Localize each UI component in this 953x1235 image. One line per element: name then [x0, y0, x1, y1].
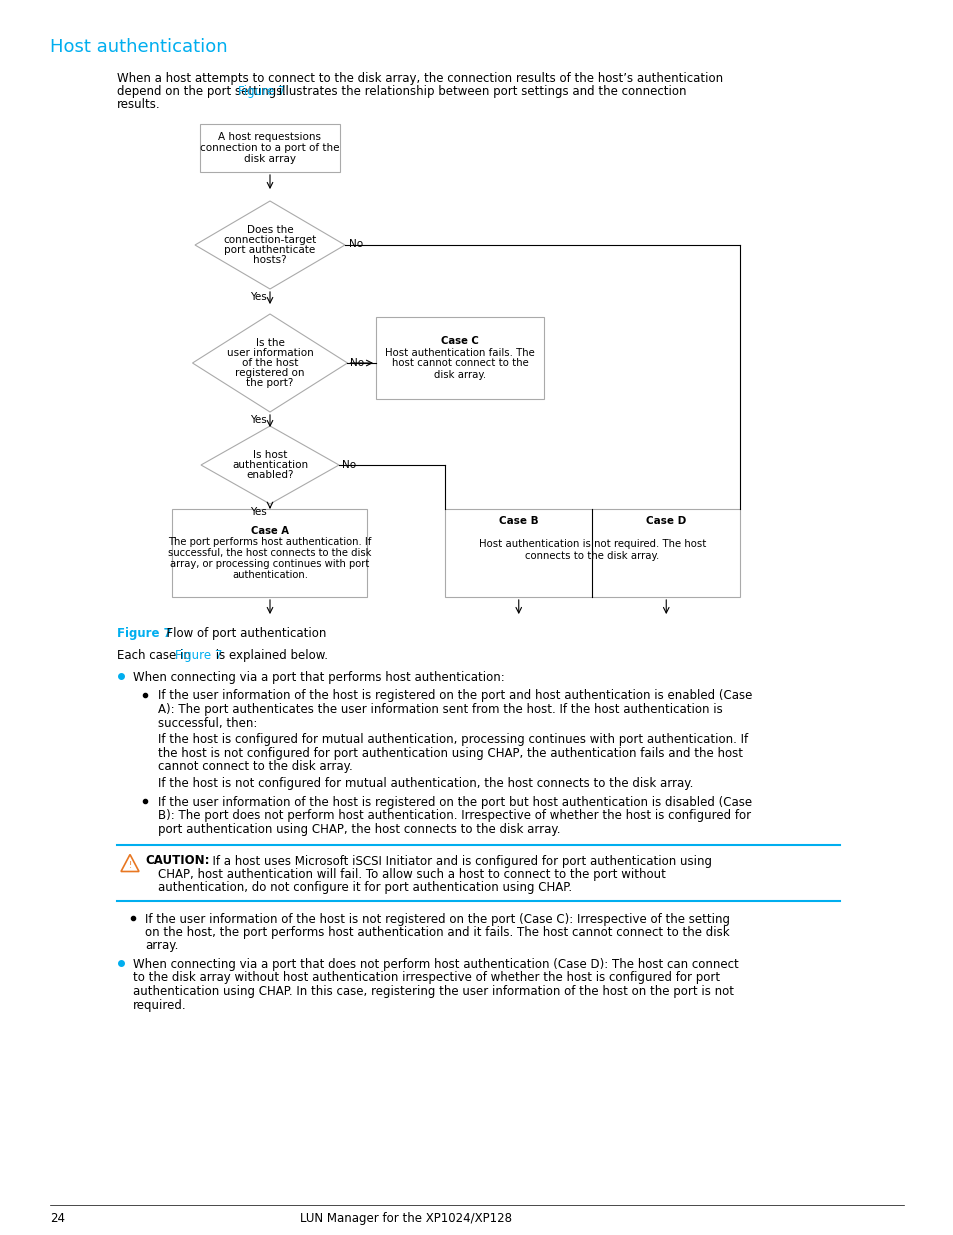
Text: When a host attempts to connect to the disk array, the connection results of the: When a host attempts to connect to the d… [117, 72, 722, 85]
Text: to the disk array without host authentication irrespective of whether the host i: to the disk array without host authentic… [132, 972, 720, 984]
Polygon shape [194, 201, 345, 289]
Text: Case D: Case D [645, 516, 685, 526]
Text: host cannot connect to the: host cannot connect to the [392, 358, 528, 368]
Polygon shape [193, 314, 347, 412]
Text: A host requestsions: A host requestsions [218, 132, 321, 142]
Text: of the host: of the host [241, 358, 298, 368]
Text: No: No [349, 240, 363, 249]
Text: Figure 7: Figure 7 [174, 650, 222, 662]
Text: illustrates the relationship between port settings and the connection: illustrates the relationship between por… [274, 85, 686, 98]
Bar [200, 124, 339, 172]
Text: successful, then:: successful, then: [158, 716, 257, 730]
Text: Host authentication is not required. The host: Host authentication is not required. The… [478, 538, 705, 550]
Text: No: No [350, 358, 364, 368]
Text: When connecting via a port that performs host authentication:: When connecting via a port that performs… [132, 671, 504, 684]
Text: Host authentication: Host authentication [50, 38, 228, 56]
Text: connects to the disk array.: connects to the disk array. [525, 551, 659, 561]
Text: !: ! [129, 861, 132, 869]
Bar [172, 509, 367, 597]
Text: on the host, the port performs host authentication and it fails. The host cannot: on the host, the port performs host auth… [145, 926, 729, 939]
Text: LUN Manager for the XP1024/XP128: LUN Manager for the XP1024/XP128 [299, 1212, 512, 1225]
Text: No: No [341, 459, 355, 471]
Text: Host authentication fails. The: Host authentication fails. The [385, 347, 535, 357]
Text: array, or processing continues with port: array, or processing continues with port [171, 559, 369, 569]
Text: disk array: disk array [244, 154, 295, 164]
Text: If a host uses Microsoft iSCSI Initiator and is configured for port authenticati: If a host uses Microsoft iSCSI Initiator… [205, 855, 711, 867]
Text: required.: required. [132, 999, 187, 1011]
Text: CAUTION:: CAUTION: [145, 855, 210, 867]
Text: Yes: Yes [250, 291, 267, 303]
Text: enabled?: enabled? [246, 471, 294, 480]
Text: A): The port authenticates the user information sent from the host. If the host : A): The port authenticates the user info… [158, 703, 722, 716]
Text: Case A: Case A [251, 526, 289, 536]
Text: Each case in: Each case in [117, 650, 194, 662]
Text: the port?: the port? [246, 378, 294, 388]
Text: authentication using CHAP. In this case, registering the user information of the: authentication using CHAP. In this case,… [132, 986, 733, 998]
Text: If the user information of the host is registered on the port and host authentic: If the user information of the host is r… [158, 689, 752, 703]
Text: Case B: Case B [498, 516, 538, 526]
Text: When connecting via a port that does not perform host authentication (Case D): T: When connecting via a port that does not… [132, 958, 738, 971]
Text: disk array.: disk array. [434, 369, 485, 379]
Text: authentication, do not configure it for port authentication using CHAP.: authentication, do not configure it for … [158, 882, 572, 894]
Text: If the user information of the host is registered on the port but host authentic: If the user information of the host is r… [158, 797, 751, 809]
Text: Figure 7: Figure 7 [117, 627, 172, 640]
Text: If the host is configured for mutual authentication, processing continues with p: If the host is configured for mutual aut… [158, 734, 747, 746]
Text: Yes: Yes [250, 415, 267, 425]
Text: B): The port does not perform host authentication. Irrespective of whether the h: B): The port does not perform host authe… [158, 809, 750, 823]
Text: successful, the host connects to the disk: successful, the host connects to the dis… [168, 548, 372, 558]
Text: Yes: Yes [250, 508, 267, 517]
Text: If the host is not configured for mutual authentication, the host connects to th: If the host is not configured for mutual… [158, 777, 693, 789]
Text: authentication.: authentication. [232, 571, 308, 580]
Text: Flow of port authentication: Flow of port authentication [159, 627, 326, 640]
Text: array.: array. [145, 940, 178, 952]
Text: If the user information of the host is not registered on the port (Case C): Irre: If the user information of the host is n… [145, 913, 729, 925]
Text: registered on: registered on [235, 368, 304, 378]
Text: cannot connect to the disk array.: cannot connect to the disk array. [158, 760, 353, 773]
Text: port authentication using CHAP, the host connects to the disk array.: port authentication using CHAP, the host… [158, 823, 560, 836]
Text: Case C: Case C [440, 336, 478, 347]
Text: 24: 24 [50, 1212, 65, 1225]
Text: results.: results. [117, 98, 160, 111]
Text: depend on the port settings.: depend on the port settings. [117, 85, 290, 98]
Text: Is host: Is host [253, 450, 287, 459]
Text: Figure 7: Figure 7 [237, 85, 285, 98]
Text: port authenticate: port authenticate [224, 245, 315, 254]
Text: hosts?: hosts? [253, 254, 287, 266]
Text: connection-target: connection-target [223, 235, 316, 245]
Text: Is the: Is the [255, 338, 284, 348]
Text: The port performs host authentication. If: The port performs host authentication. I… [168, 537, 372, 547]
Polygon shape [121, 855, 139, 872]
Bar [444, 509, 740, 597]
Text: authentication: authentication [232, 459, 308, 471]
Polygon shape [201, 426, 338, 504]
Text: CHAP, host authentication will fail. To allow such a host to connect to the port: CHAP, host authentication will fail. To … [158, 868, 665, 881]
Bar [375, 317, 543, 399]
Text: Does the: Does the [247, 225, 293, 235]
Text: the host is not configured for port authentication using CHAP, the authenticatio: the host is not configured for port auth… [158, 746, 742, 760]
Text: connection to a port of the: connection to a port of the [200, 143, 339, 153]
Text: is explained below.: is explained below. [212, 650, 328, 662]
Text: user information: user information [227, 348, 313, 358]
